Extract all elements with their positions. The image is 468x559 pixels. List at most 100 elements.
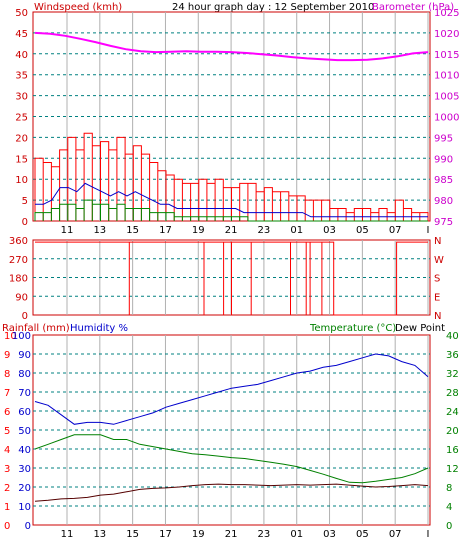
compass-tick-label: E	[434, 292, 440, 303]
dewpoint-series	[34, 483, 429, 502]
humidity-series	[34, 353, 429, 425]
x-tick-label: 01	[290, 225, 303, 236]
humidity-tick-label: 0	[25, 521, 31, 532]
wind-tick-label: 45	[15, 29, 28, 40]
humidity-tick-label: 50	[18, 426, 31, 437]
temperature-axis-label: Temperature (°C)	[309, 323, 396, 334]
temp-tick-label: 36	[446, 350, 459, 361]
x-tick-label: 07	[389, 529, 402, 540]
baro-tick-label: 1000	[434, 113, 459, 124]
rain-tick-label: 2	[4, 483, 10, 494]
humidity-tick-label: 30	[18, 464, 31, 475]
x-tick-label: 05	[356, 225, 369, 236]
x-tick-label: 19	[192, 529, 205, 540]
rain-tick-label: 0	[4, 521, 10, 532]
wind-tick-label: 25	[15, 113, 28, 124]
x-tick-label: 17	[159, 225, 172, 236]
x-tick-label: 21	[225, 529, 238, 540]
x-tick-label: I	[427, 529, 430, 540]
barometer-series	[34, 31, 429, 62]
rain-tick-label: 10	[4, 331, 17, 342]
barometer-axis-label: Barometer (hPa)	[372, 2, 454, 13]
baro-tick-label: 1005	[434, 92, 459, 103]
wind-average-series	[35, 182, 428, 218]
x-tick-label: 15	[126, 529, 139, 540]
chart-title: 24 hour graph day : 12 September 2010	[172, 2, 374, 13]
baro-tick-label: 990	[434, 154, 453, 165]
direction-tick-label: 360	[9, 236, 28, 247]
compass-tick-label: W	[434, 255, 444, 266]
rain-tick-label: 5	[4, 426, 10, 437]
wind-tick-label: 30	[15, 92, 28, 103]
tick-labels: 11 13 15 17 19 21 23 01 03 05 07 I11 13 15 17 19 21 23 01 0…	[4, 8, 459, 540]
x-tick-label: 21	[225, 225, 238, 236]
dewpoint-axis-label: Dew Point	[395, 323, 445, 334]
compass-tick-label: N	[434, 311, 441, 322]
x-tick-label: 23	[258, 225, 271, 236]
direction-tick-label: 0	[22, 311, 28, 322]
temp-tick-label: 28	[446, 388, 459, 399]
temp-tick-label: 16	[446, 445, 459, 456]
rain-tick-label: 9	[4, 350, 10, 361]
humidity-tick-label: 40	[18, 445, 31, 456]
x-tick-label: 17	[159, 529, 172, 540]
x-tick-label: 07	[389, 225, 402, 236]
rain-tick-label: 4	[4, 445, 10, 456]
rain-tick-label: 3	[4, 464, 10, 475]
humidity-axis-label: Humidity %	[70, 323, 128, 334]
x-tick-label: 11	[61, 225, 74, 236]
gust-series	[34, 132, 429, 221]
x-tick-label: 05	[356, 529, 369, 540]
temp-tick-label: 4	[446, 502, 452, 513]
x-tick-label: 03	[323, 225, 336, 236]
humidity-tick-label: 60	[18, 407, 31, 418]
baro-tick-label: 975	[434, 217, 453, 228]
humidity-tick-label: 70	[18, 388, 31, 399]
baro-tick-label: 985	[434, 175, 453, 186]
baro-tick-label: 1020	[434, 29, 459, 40]
temp-tick-label: 0	[446, 521, 452, 532]
temp-tick-label: 40	[446, 331, 459, 342]
wind-tick-label: 40	[15, 50, 28, 61]
temp-tick-label: 12	[446, 464, 459, 475]
x-tick-label: 15	[126, 225, 139, 236]
rain-tick-label: 1	[4, 502, 10, 513]
windspeed-axis-label: Windspeed (kmh)	[34, 2, 122, 13]
x-tick-label: 13	[93, 529, 106, 540]
direction-tick-label: 90	[15, 292, 28, 303]
x-tick-label: 19	[192, 225, 205, 236]
data-series	[34, 31, 429, 502]
wind-tick-label: 50	[15, 8, 28, 19]
rain-tick-label: 8	[4, 369, 10, 380]
x-tick-label: 03	[323, 529, 336, 540]
rain-tick-label: 6	[4, 407, 10, 418]
wind-tick-label: 20	[15, 133, 28, 144]
direction-tick-label: 270	[9, 255, 28, 266]
humidity-tick-label: 20	[18, 483, 31, 494]
baro-tick-label: 980	[434, 196, 453, 207]
compass-tick-label: N	[434, 236, 441, 247]
temperature-series	[34, 434, 429, 484]
rain-tick-label: 7	[4, 388, 10, 399]
baro-tick-label: 1025	[434, 8, 459, 19]
x-tick-label: I	[427, 225, 430, 236]
humidity-tick-label: 100	[12, 331, 31, 342]
baro-tick-label: 1010	[434, 71, 459, 82]
humidity-tick-label: 80	[18, 369, 31, 380]
x-tick-label: 13	[93, 225, 106, 236]
wind-tick-label: 35	[15, 71, 28, 82]
humidity-tick-label: 10	[18, 502, 31, 513]
baro-tick-label: 995	[434, 133, 453, 144]
x-tick-label: 11	[61, 529, 74, 540]
humidity-tick-label: 90	[18, 350, 31, 361]
wind-tick-label: 5	[22, 196, 28, 207]
x-tick-label: 23	[258, 529, 271, 540]
temp-tick-label: 20	[446, 426, 459, 437]
direction-tick-label: 180	[9, 274, 28, 285]
temp-tick-label: 24	[446, 407, 459, 418]
baro-tick-label: 1015	[434, 50, 459, 61]
x-tick-label: 01	[290, 529, 303, 540]
rainfall-axis-label: Rainfall (mm)	[2, 323, 70, 334]
temp-tick-label: 32	[446, 369, 459, 380]
